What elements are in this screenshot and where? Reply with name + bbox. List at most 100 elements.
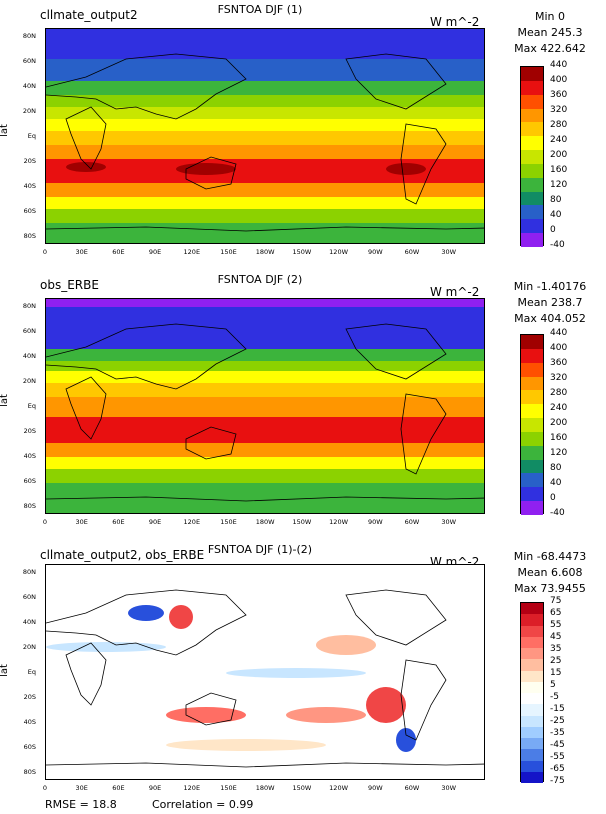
map-plot-model (45, 28, 485, 244)
colorbar-tick-label: 80 (550, 463, 562, 473)
colorbar-tick-label: 240 (550, 135, 568, 145)
x-tick-label: 120E (183, 248, 201, 256)
colorbar-tick-label: -75 (550, 776, 565, 786)
colorbar-tick-label: 40 (550, 210, 562, 220)
colorbar-swatch (521, 771, 543, 783)
colorbar-swatch (521, 659, 543, 671)
stat-mean: Mean 245.3 (517, 26, 583, 39)
colorbar-tick-label: -5 (550, 692, 559, 702)
x-tick-label: 90W (367, 518, 383, 526)
units-label: W m^-2 (430, 285, 480, 299)
x-tick-label: 180W (255, 784, 275, 792)
colorbar-swatch (521, 445, 543, 460)
colorbar-swatch (521, 614, 543, 626)
y-tick-label: 80N (22, 32, 36, 40)
stat-max: Max 404.052 (514, 312, 586, 325)
colorbar-tick-label: 440 (550, 60, 568, 70)
units-label: W m^-2 (430, 15, 480, 29)
x-tick-label: 120E (183, 518, 201, 526)
colorbar-tick-label: 280 (550, 388, 568, 398)
colorbar-swatch (521, 163, 543, 178)
y-tick-label: 80S (23, 768, 36, 776)
x-tick-label: 90W (367, 248, 383, 256)
colorbar-swatch (521, 390, 543, 405)
colorbar-swatch (521, 459, 543, 474)
x-tick-label: 120W (329, 784, 349, 792)
x-tick-label: 60W (404, 518, 420, 526)
x-tick-label: 60W (404, 248, 420, 256)
colorbar-tick-label: 0 (550, 493, 556, 503)
colorbar-swatch (521, 681, 543, 693)
x-tick-label: 120E (183, 784, 201, 792)
y-tick-label: 60S (23, 207, 36, 215)
colorbar-swatch (521, 715, 543, 727)
x-tick-label: 60E (112, 248, 125, 256)
stat-min: Min -68.4473 (513, 550, 587, 563)
stat-mean: Mean 6.608 (517, 566, 583, 579)
map-plot-obs (45, 298, 485, 514)
colorbar-swatch (521, 487, 543, 502)
colorbar-swatch (521, 404, 543, 419)
colorbar-tick-label: 0 (550, 225, 556, 235)
x-tick-label: 180W (255, 248, 275, 256)
panel-diff: cllmate_output2, obs_ERBE FSNTOA DJF (1)… (0, 540, 606, 814)
colorbar-swatch (521, 693, 543, 705)
x-tick-label: 30E (75, 248, 88, 256)
x-tick-label: 0 (42, 518, 48, 526)
x-tick-label: 90E (148, 518, 162, 526)
colorbar-swatch (521, 376, 543, 391)
colorbar-tick-label: 15 (550, 668, 562, 678)
colorbar-tick-label: 120 (550, 448, 568, 458)
x-tick-label: 90E (148, 248, 162, 256)
panel-left-title: cllmate_output2, obs_ERBE (40, 548, 205, 562)
colorbar-tick-label: -65 (550, 764, 565, 774)
correlation-label: Correlation = 0.99 (152, 798, 254, 811)
colorbar-swatch (521, 418, 543, 432)
x-tick-label: 150W (292, 784, 312, 792)
colorbar-swatch (521, 136, 543, 151)
x-tick-label: 120W (329, 518, 349, 526)
stat-min: Min 0 (534, 10, 565, 23)
x-tick-label: 90W (367, 784, 383, 792)
x-tick-label: 60E (112, 518, 125, 526)
colorbar-tick-label: 45 (550, 632, 562, 642)
colorbar-swatch (521, 704, 543, 716)
x-tick-label: 150W (292, 248, 312, 256)
y-tick-label: 60N (22, 593, 36, 601)
x-tick-label: 150E (220, 518, 237, 526)
x-tick-label: 30E (75, 518, 88, 526)
colorbar-tick-label: -40 (550, 508, 565, 518)
x-tick-label: 150W (292, 518, 312, 526)
colorbar-tick-label: 55 (550, 620, 562, 630)
y-tick-label: 60N (22, 327, 36, 335)
colorbar-tick-label: 25 (550, 656, 562, 666)
colorbar-swatch (521, 94, 543, 109)
x-tick-label: 30W (441, 784, 457, 792)
colorbar-tick-label: 65 (550, 608, 562, 618)
y-tick-label: Eq (27, 132, 36, 140)
x-tick-label: 120W (329, 248, 349, 256)
x-tick-label: 90E (148, 784, 162, 792)
colorbar-swatch (521, 726, 543, 738)
y-tick-label: 20N (22, 377, 36, 385)
colorbar-tick-label: 40 (550, 478, 562, 488)
colorbar (520, 66, 544, 247)
colorbar-swatch (521, 205, 543, 220)
colorbar-tick-label: 400 (550, 75, 568, 85)
lat-axis-label: lat (0, 394, 10, 407)
y-tick-label: Eq (27, 668, 36, 676)
colorbar-tick-label: -45 (550, 740, 565, 750)
colorbar-tick-label: 360 (550, 358, 568, 368)
y-tick-label: 20N (22, 643, 36, 651)
colorbar-tick-label: 360 (550, 90, 568, 100)
stats-block: Min -1.40176 Mean 238.7 Max 404.052 (494, 279, 606, 327)
rmse-label: RMSE = 18.8 (45, 798, 117, 811)
x-tick-label: 60W (404, 784, 420, 792)
colorbar-swatch (521, 603, 543, 615)
y-tick-label: 20N (22, 107, 36, 115)
y-tick-label: 80S (23, 502, 36, 510)
colorbar-tick-label: 440 (550, 328, 568, 338)
colorbar (520, 602, 544, 783)
colorbar-swatch (521, 625, 543, 637)
y-tick-label: 20S (23, 693, 36, 701)
